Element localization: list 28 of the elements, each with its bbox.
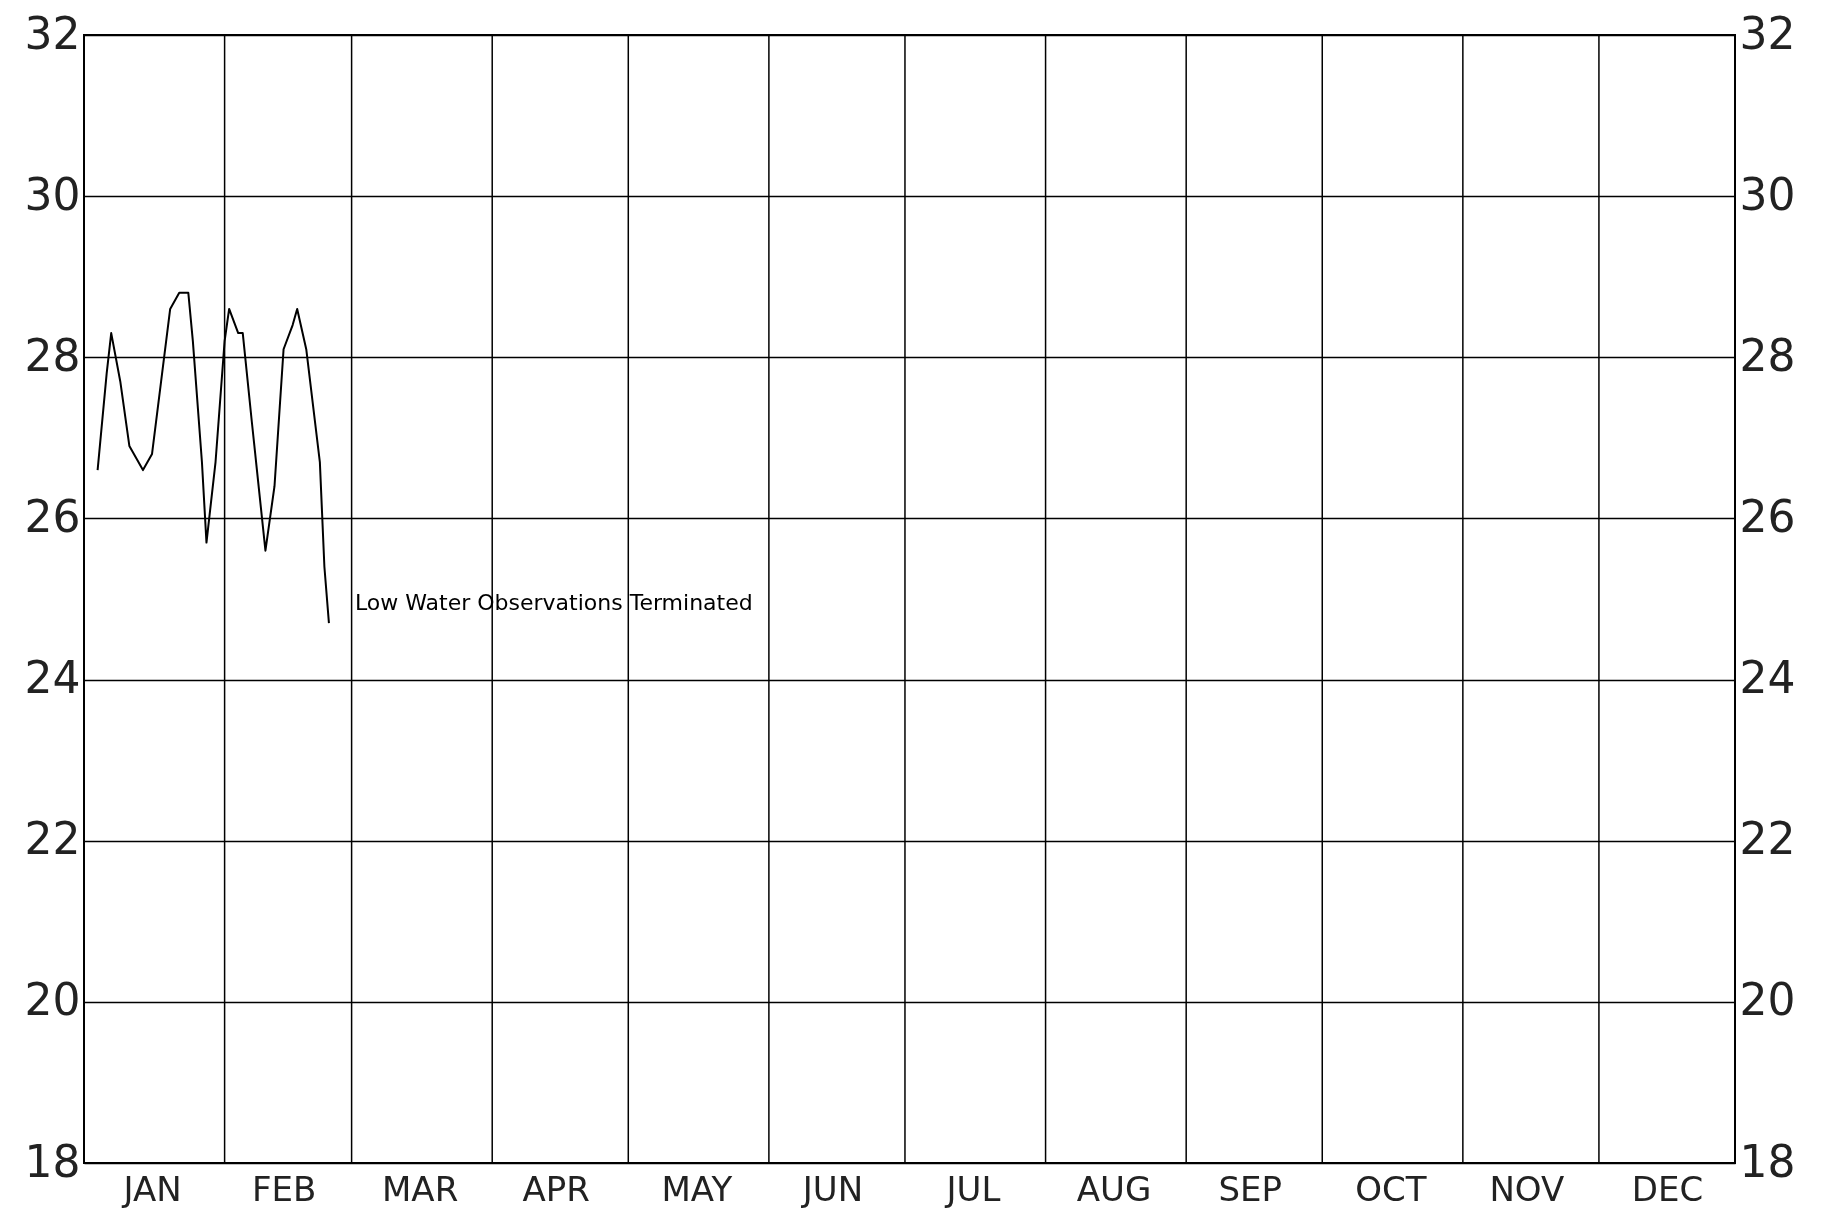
x-tick-label: SEP [1218,1168,1282,1209]
x-tick-label: OCT [1355,1168,1427,1209]
x-tick-label: AUG [1076,1168,1152,1209]
x-tick-label: FEB [251,1168,317,1209]
y-tick-label: 18 [24,1135,81,1187]
y-tick-label: 32 [24,7,81,59]
x-tick-label: MAR [382,1168,459,1209]
y2-tick-label: 28 [1739,329,1796,381]
y-tick-label: 30 [24,168,81,220]
x-tick-label: JUL [944,1168,1001,1209]
y-tick-label: 20 [24,974,81,1026]
x-tick-label: MAY [661,1168,733,1209]
x-tick-label: DEC [1631,1168,1704,1209]
x-tick-label: JUN [800,1168,864,1209]
y2-tick-label: 18 [1739,1135,1796,1187]
y2-tick-label: 30 [1739,168,1796,220]
x-tick-label: JAN [121,1168,182,1209]
x-tick-label: APR [522,1168,590,1209]
y2-tick-label: 20 [1739,974,1796,1026]
y-tick-label: 28 [24,329,81,381]
y2-tick-label: 32 [1739,7,1796,59]
y-tick-label: 22 [24,813,81,865]
x-tick-label: NOV [1489,1168,1565,1209]
y2-tick-label: 26 [1739,490,1796,542]
y2-tick-label: 22 [1739,813,1796,865]
y-tick-label: 26 [24,490,81,542]
y-tick-label: 24 [24,652,81,704]
y2-tick-label: 24 [1739,652,1796,704]
